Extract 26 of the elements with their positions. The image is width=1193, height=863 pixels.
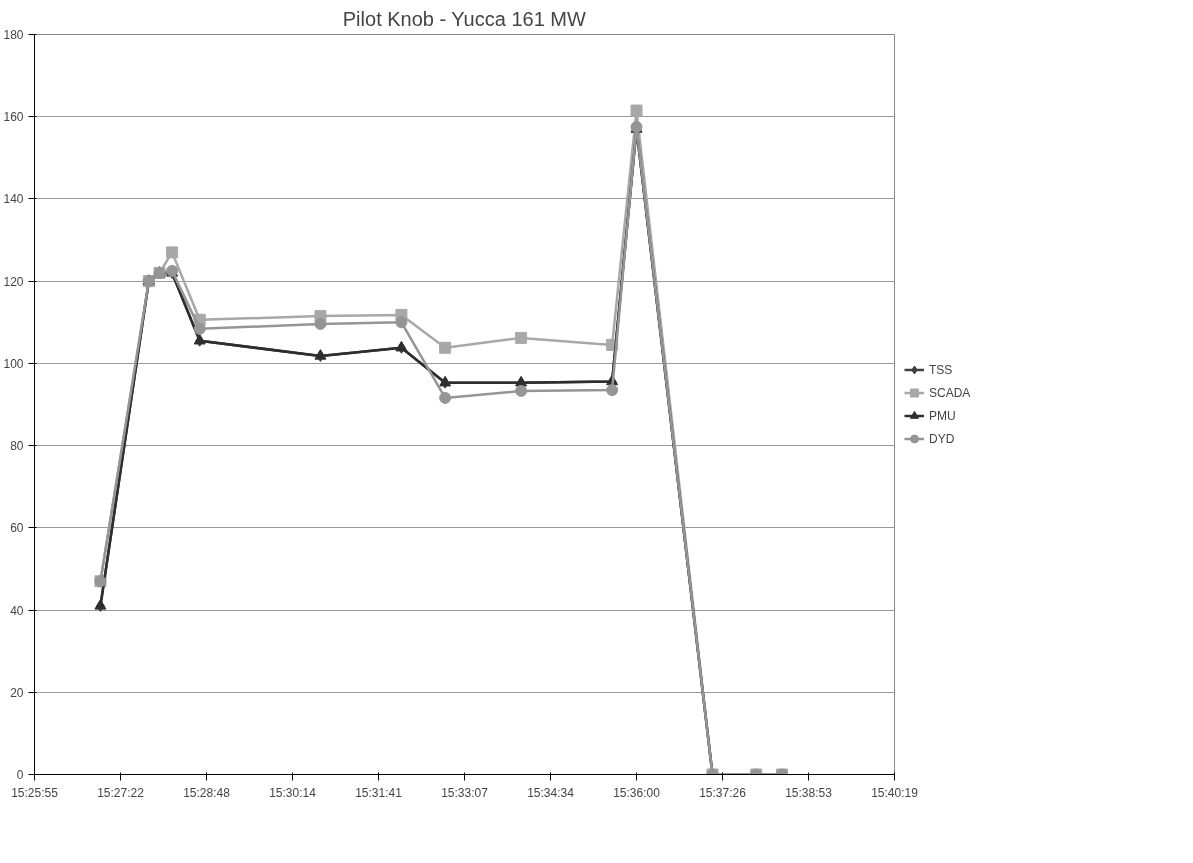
x-tick-label: 15:40:19 — [871, 785, 919, 800]
x-tick-label: 15:34:34 — [527, 785, 575, 800]
y-tick-label: 0 — [16, 768, 24, 782]
y-tick-label: 80 — [10, 439, 24, 454]
y-tick-label: 120 — [3, 274, 24, 289]
y-tick-label: 140 — [3, 192, 24, 207]
y-tick-label: 40 — [10, 603, 24, 618]
legend-label: TSS — [929, 362, 953, 377]
x-tick-label: 15:27:22 — [97, 785, 145, 800]
y-tick-label: 100 — [3, 356, 24, 371]
y-tick-label: 180 — [3, 28, 24, 42]
x-tick-label: 15:37:26 — [699, 785, 747, 800]
legend-label: DYD — [929, 431, 955, 446]
y-tick-label: 20 — [10, 685, 24, 700]
x-tick-label: 15:28:48 — [183, 785, 231, 800]
legend-label: PMU — [929, 408, 956, 423]
x-tick-label: 15:33:07 — [441, 785, 489, 800]
x-tick-label: 15:31:41 — [355, 785, 403, 800]
y-tick-label: 160 — [3, 110, 24, 125]
chart-title: Pilot Knob - Yucca 161 MW — [342, 7, 586, 30]
legend-label: SCADA — [929, 385, 971, 400]
x-tick-label: 15:38:53 — [785, 785, 833, 800]
x-tick-label: 15:25:55 — [11, 785, 59, 800]
x-tick-label: 15:30:14 — [269, 785, 317, 800]
x-tick-label: 15:36:00 — [613, 785, 661, 800]
y-tick-label: 60 — [10, 521, 24, 536]
